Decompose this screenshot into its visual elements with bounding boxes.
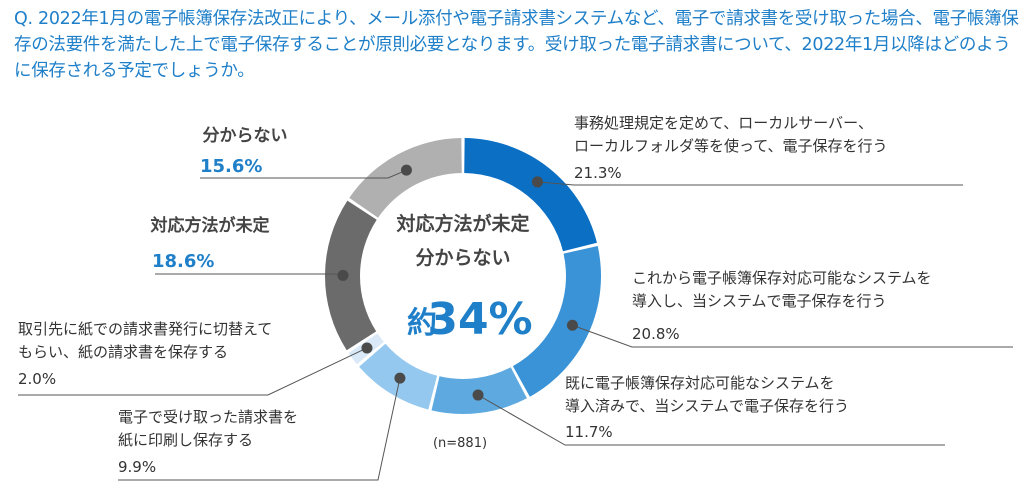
slice-label-3: 導入済みで、当システムで電子保存を行う bbox=[565, 397, 849, 415]
slice-label-2: 導入し、当システムで電子保存を行う bbox=[632, 292, 887, 310]
sample-size-note: (n=881) bbox=[433, 436, 487, 451]
slice-marker-4 bbox=[394, 372, 406, 384]
leader-line-7 bbox=[200, 169, 407, 179]
slice-label-5: もらい、紙の請求書を保存する bbox=[18, 343, 228, 361]
slice-value-3: 11.7% bbox=[565, 423, 613, 441]
slice-7 bbox=[349, 138, 462, 218]
slice-6 bbox=[325, 200, 377, 351]
slice-2 bbox=[512, 246, 601, 397]
slice-value-6: 18.6% bbox=[152, 251, 214, 272]
slice-value-1: 21.3% bbox=[574, 164, 622, 182]
slice-label-2: これから電子帳簿保存対応可能なシステムを bbox=[632, 269, 932, 287]
slice-label-5: 取引先に紙での請求書発行に切替えて bbox=[18, 320, 272, 338]
slice-label-7: 分からない bbox=[203, 126, 288, 146]
slice-marker-6 bbox=[337, 269, 349, 281]
slice-value-2: 20.8% bbox=[632, 325, 680, 343]
center-label-line1: 対応方法が未定 bbox=[395, 212, 529, 235]
slice-label-1: ローカルフォルダ等を使って、電子保存を行う bbox=[574, 137, 888, 155]
leader-line-4 bbox=[118, 377, 401, 481]
center-label-line2: 分からない bbox=[415, 247, 510, 269]
slice-marker-5 bbox=[361, 342, 373, 354]
slice-value-5: 2.0% bbox=[18, 370, 56, 388]
slice-label-4: 紙に印刷し保存する bbox=[118, 431, 253, 449]
slice-label-6: 対応方法が未定 bbox=[150, 215, 270, 236]
slice-marker-3 bbox=[472, 389, 484, 401]
slice-marker-2 bbox=[566, 319, 578, 331]
slice-value-7: 15.6% bbox=[200, 156, 262, 177]
slice-label-4: 電子で受け取った請求書を bbox=[118, 408, 298, 426]
center-prefix: 約 bbox=[407, 306, 437, 341]
leader-line-1 bbox=[537, 181, 963, 186]
leader-line-6 bbox=[155, 273, 344, 276]
leader-line-5 bbox=[18, 347, 368, 396]
slice-1 bbox=[464, 138, 597, 252]
slice-label-3: 既に電子帳簿保存対応可能なシステムを bbox=[565, 374, 835, 392]
center-value: 34% bbox=[427, 294, 532, 345]
leader-line-3 bbox=[477, 394, 945, 446]
slice-value-4: 9.9% bbox=[118, 458, 156, 476]
slice-marker-7 bbox=[400, 164, 412, 176]
leader-line-2 bbox=[572, 324, 1013, 348]
slice-label-1: 事務処理規定を定めて、ローカルサーバー、 bbox=[574, 114, 873, 132]
question-text: Q. 2022年1月の電子帳簿保存法改正により、メール添付や電子請求書システムな… bbox=[14, 9, 1019, 81]
slice-marker-1 bbox=[532, 176, 544, 188]
